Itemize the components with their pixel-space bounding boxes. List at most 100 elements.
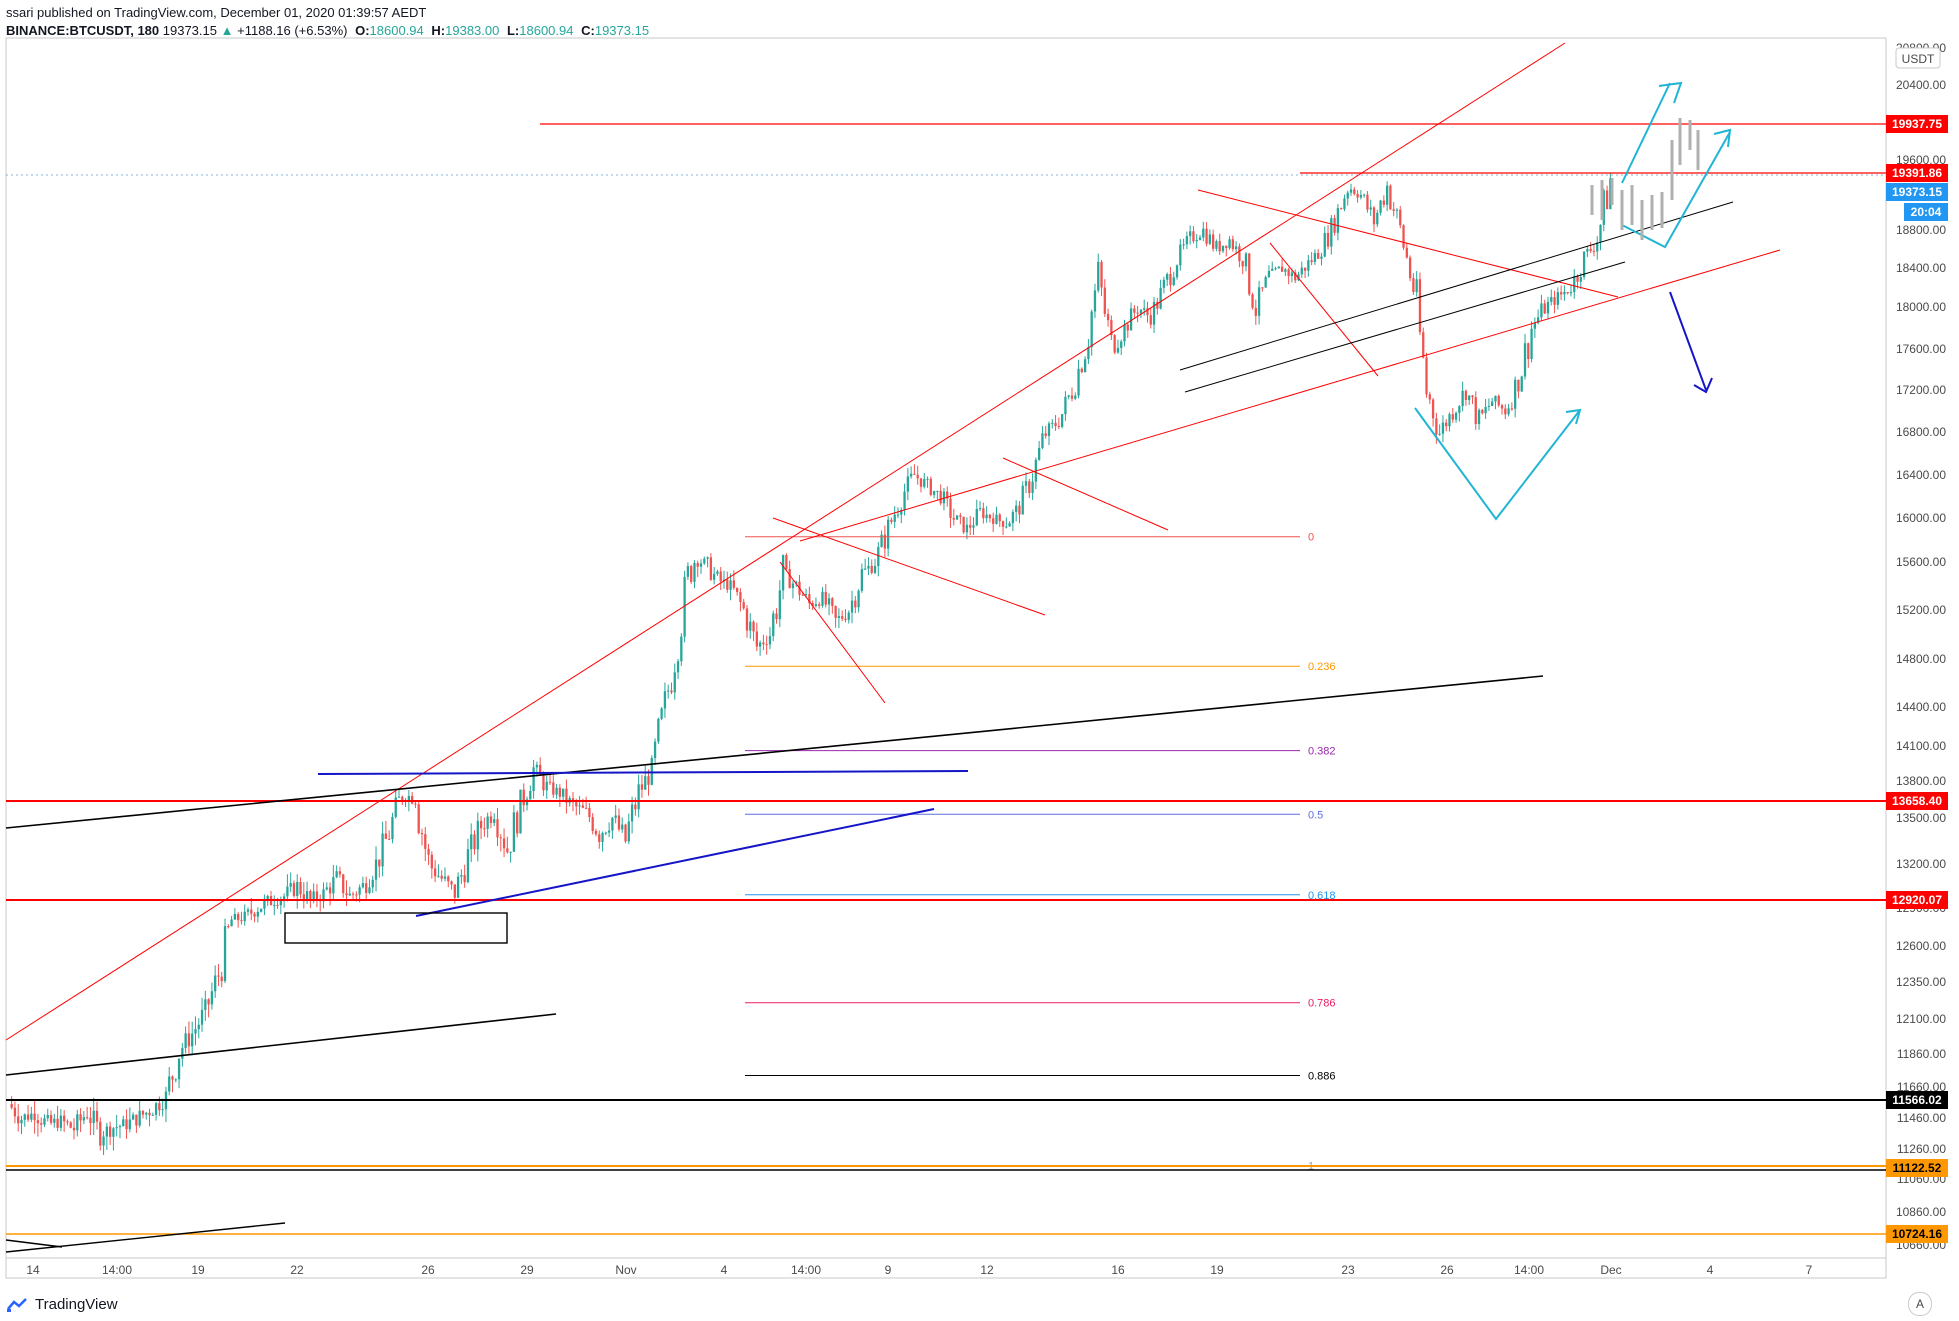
candle-body	[1323, 232, 1326, 257]
candle-body	[607, 830, 611, 833]
candle-body	[53, 1118, 56, 1123]
candle-body	[634, 804, 637, 810]
candle-body	[923, 478, 926, 487]
price-tag-label: 10724.16	[1892, 1227, 1942, 1241]
candle-body	[1120, 341, 1123, 348]
candle-body	[1477, 409, 1481, 425]
candle-body	[486, 816, 489, 829]
candle-body	[1579, 277, 1582, 282]
candle-body	[827, 598, 831, 605]
candle-body	[263, 900, 266, 909]
candle-body	[1602, 190, 1605, 225]
candle-body	[1399, 209, 1402, 226]
candle-body	[670, 690, 673, 693]
candle-body	[946, 491, 949, 499]
candle-body	[1576, 276, 1579, 282]
time-tick-label: 12	[980, 1263, 994, 1277]
candle-body	[1001, 521, 1005, 527]
candle-body	[194, 1029, 197, 1034]
candle-body	[755, 631, 758, 647]
candle-body	[1225, 245, 1228, 249]
candle-body	[811, 603, 814, 607]
candle-body	[1018, 505, 1021, 515]
candle-body	[1599, 224, 1602, 243]
candle-body	[719, 571, 722, 582]
candle-body	[1412, 278, 1415, 293]
price-tick-label: 10860.00	[1896, 1205, 1946, 1219]
candle-body	[1491, 401, 1494, 406]
candle-body	[384, 833, 388, 839]
candle-body	[1379, 200, 1382, 213]
candle-body	[368, 887, 371, 893]
candle-body	[1182, 244, 1185, 246]
candle-body	[36, 1120, 40, 1124]
candle-body	[309, 891, 312, 899]
price-tag-box	[1886, 1091, 1948, 1109]
candle-body	[614, 815, 617, 818]
candle-body	[204, 999, 207, 1010]
fib-label: 0.236	[1308, 661, 1336, 673]
candle-body	[1563, 292, 1566, 295]
candle-body	[463, 875, 466, 883]
candle-body	[1405, 247, 1408, 258]
fib-label: 0.618	[1308, 890, 1336, 902]
price-axis[interactable]: 20800.0020400.0020000.0019600.0019200.00…	[1896, 41, 1946, 1252]
time-tick-label: 16	[1111, 1263, 1125, 1277]
candle-body	[1238, 246, 1241, 262]
candle-body	[1162, 279, 1166, 288]
price-change: +1188.16 (+6.53%)	[237, 23, 348, 38]
open-label: O:	[355, 23, 370, 38]
candle-body	[529, 790, 532, 800]
candle-body	[1507, 408, 1510, 415]
tradingview-logo[interactable]: TradingView	[6, 1296, 118, 1313]
candle-body	[1254, 307, 1257, 316]
time-tick-label: 7	[1806, 1263, 1813, 1277]
candle-body	[545, 781, 548, 791]
candle-body	[1550, 297, 1553, 302]
candle-body	[1080, 368, 1083, 373]
candle-body	[1487, 405, 1491, 407]
candle-body	[1129, 308, 1133, 331]
candle-body	[1139, 309, 1143, 314]
price-tag-box	[1886, 1159, 1948, 1177]
candle-body	[601, 832, 604, 843]
price-tick-label: 11460.00	[1897, 1111, 1946, 1125]
candle-body	[253, 913, 256, 917]
candle-body	[1494, 395, 1497, 402]
candle-body	[516, 812, 519, 834]
candle-body	[171, 1076, 174, 1080]
candle-body	[1300, 267, 1303, 275]
candle-body	[713, 573, 716, 580]
candle-body	[709, 557, 713, 580]
candle-body	[995, 514, 998, 524]
candle-body	[82, 1117, 86, 1121]
fib-label: 0.886	[1308, 1070, 1336, 1082]
candle-body	[1054, 422, 1057, 427]
candle-body	[1057, 426, 1060, 428]
time-axis[interactable]: 14 14:00 19 22 26 29 Nov 4 14:00 9 12 16 19 23 26 14:00…	[26, 1263, 1812, 1277]
candle-body	[919, 478, 923, 487]
time-tick-label: Nov	[615, 1263, 636, 1277]
candle-body	[781, 554, 785, 591]
candle-body	[460, 875, 463, 877]
candle-body	[1481, 409, 1484, 414]
candle-body	[177, 1058, 181, 1080]
candle-body	[1523, 343, 1527, 377]
candle-body	[197, 1024, 200, 1030]
candle-body	[1146, 308, 1149, 316]
consolidation-box	[284, 912, 508, 944]
candle-body	[1113, 335, 1116, 353]
time-tick-label: 19	[191, 1263, 205, 1277]
auto-scale-button[interactable]: A	[1908, 1292, 1932, 1316]
candle-body	[1497, 395, 1500, 406]
candles-layer	[10, 173, 1612, 1155]
candle-body	[965, 524, 969, 533]
candle-body	[1369, 207, 1372, 210]
candle-body	[1435, 418, 1438, 435]
candle-body	[683, 576, 686, 637]
candle-body	[210, 991, 214, 1005]
red-short-3	[779, 561, 886, 704]
candle-body	[1408, 257, 1412, 279]
candle-body	[502, 838, 506, 849]
